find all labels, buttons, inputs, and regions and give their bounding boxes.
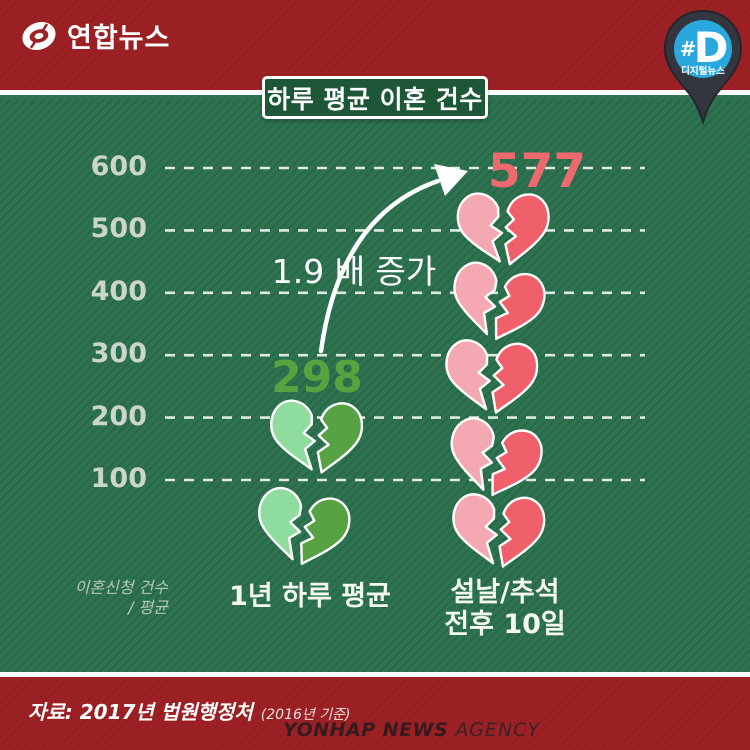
broken-heart-icon bbox=[444, 415, 547, 507]
agency-name-light: AGENCY bbox=[455, 719, 541, 741]
chart-layer bbox=[165, 164, 645, 577]
y-tick-label: 200 bbox=[90, 400, 147, 432]
source-note: (2016년 기준) bbox=[260, 707, 351, 723]
category-label-holiday-line1: 설날/추석 bbox=[450, 577, 560, 608]
source-text: 자료: 2017년 법원행정처 bbox=[28, 700, 253, 724]
source-credit: 자료: 2017년 법원행정처 (2016년 기준) bbox=[28, 696, 350, 725]
y-tick-label: 600 bbox=[90, 151, 147, 182]
increase-arrow bbox=[318, 164, 468, 354]
pin-circle bbox=[674, 20, 732, 78]
gridlines bbox=[165, 166, 645, 482]
header-band bbox=[0, 0, 750, 95]
axis-caption: 이혼신청 건수 / 평균 bbox=[58, 578, 168, 618]
chart-title: 하루 평균 이혼 건수 bbox=[267, 84, 483, 114]
agency-credit: YONHAP NEWS AGENCY bbox=[283, 719, 540, 741]
category-label-holiday-line2: 전후 10일 bbox=[444, 609, 566, 640]
yonhap-logo-text: 연합뉴스 bbox=[67, 23, 171, 54]
category-label-average: 1년 하루 평균 bbox=[229, 581, 391, 612]
chart-title-box: 하루 평균 이혼 건수 bbox=[262, 76, 488, 119]
increase-annotation: 1.9 배 증가 bbox=[271, 252, 437, 291]
chart-board bbox=[0, 100, 750, 672]
digital-news-pin-badge: # D 디지털뉴스 bbox=[663, 9, 743, 126]
yonhap-logo: 연합뉴스 bbox=[18, 16, 170, 55]
category-label-holiday: 설날/추석 전후 10일 bbox=[420, 577, 590, 641]
axis-caption-line1: 이혼신청 건수 bbox=[74, 578, 168, 597]
yonhap-emblem-icon bbox=[22, 21, 56, 50]
broken-heart-icon bbox=[443, 334, 543, 423]
broken-heart-icon bbox=[254, 485, 354, 574]
broken-heart-icon bbox=[450, 488, 550, 577]
footer-band bbox=[0, 672, 750, 750]
agency-name-bold: YONHAP NEWS bbox=[283, 719, 449, 741]
broken-heart-icon bbox=[448, 259, 549, 350]
badge-d-text: D bbox=[694, 23, 729, 72]
y-tick-label: 300 bbox=[90, 338, 147, 370]
broken-heart-icon bbox=[268, 393, 368, 483]
y-tick-label: 100 bbox=[90, 463, 147, 494]
badge-label-text: 디지털뉴스 bbox=[681, 65, 725, 77]
y-tick-label: 400 bbox=[90, 275, 147, 307]
value-label-average: 298 bbox=[271, 352, 363, 403]
y-tick-label: 500 bbox=[90, 213, 147, 245]
axis-caption-line2: / 평균 bbox=[128, 598, 168, 617]
badge-hash-text: # bbox=[680, 37, 697, 61]
value-label-holiday: 577 bbox=[487, 144, 587, 199]
